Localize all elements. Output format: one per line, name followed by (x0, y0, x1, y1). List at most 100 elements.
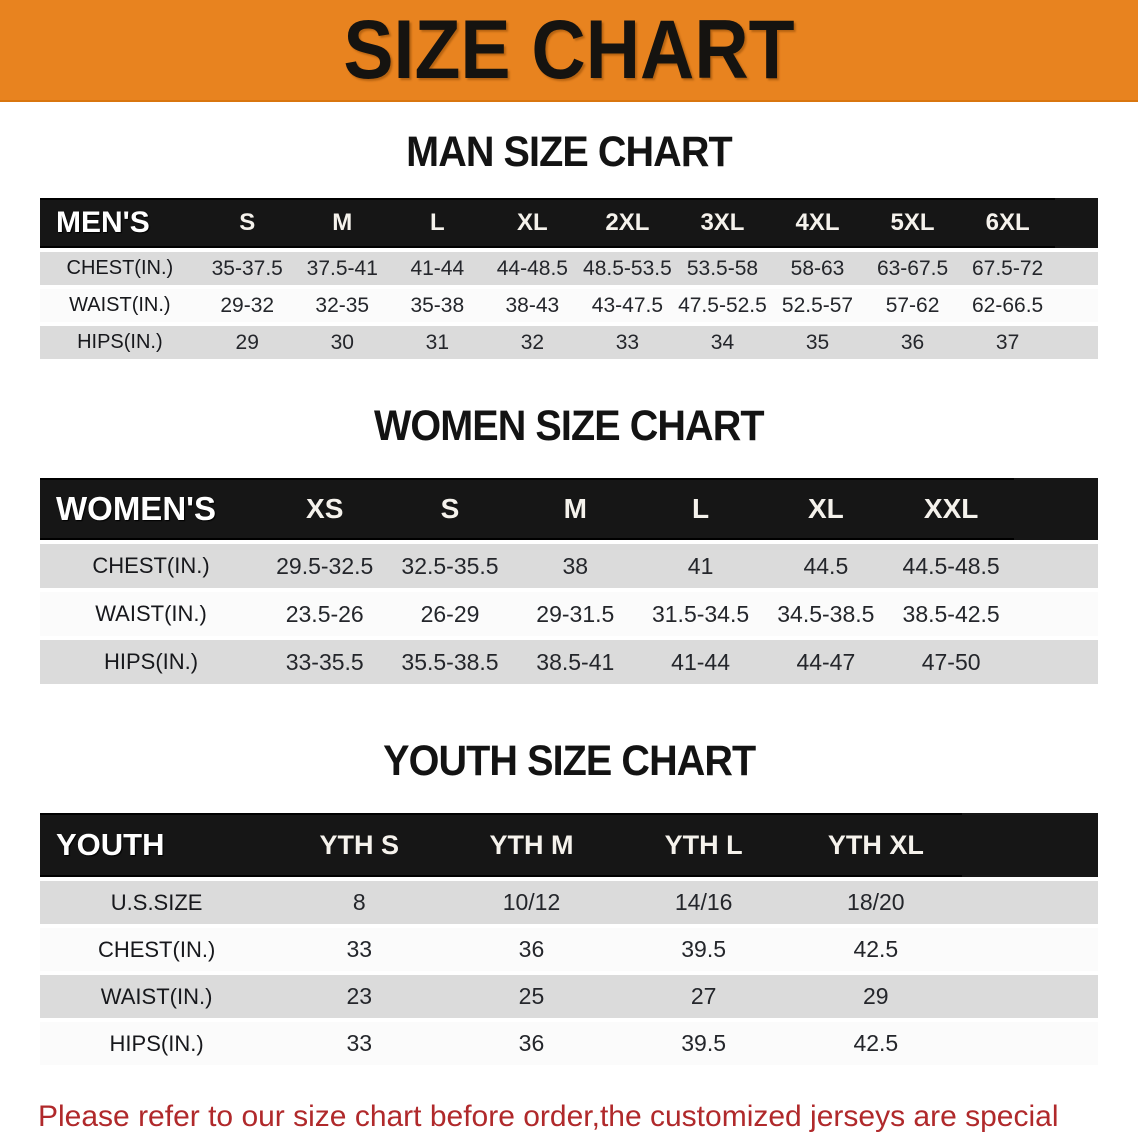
row-filler-cell (961, 881, 1098, 924)
size-value: 37 (960, 326, 1056, 359)
size-value: 44-48.5 (484, 252, 580, 285)
size-value: 26-29 (387, 592, 513, 636)
size-column-header: YTH L (617, 813, 790, 877)
size-column-header: YTH M (445, 813, 618, 877)
size-value: 30 (294, 326, 390, 359)
size-value: 34.5-38.5 (763, 592, 889, 636)
size-value: 47-50 (888, 640, 1014, 684)
size-value: 38-43 (484, 289, 580, 322)
size-value: 44.5 (763, 544, 889, 588)
size-value: 41 (637, 544, 764, 588)
size-value: 32-35 (294, 289, 390, 322)
size-value: 58-63 (769, 252, 866, 285)
row-label: WAIST(IN.) (40, 289, 200, 322)
size-value: 35-38 (389, 289, 485, 322)
title-banner: SIZE CHART (0, 0, 1138, 102)
size-value: 8 (273, 881, 446, 924)
size-column-header: YTH XL (789, 813, 962, 877)
youth-size-table: YOUTH YTH S YTH M YTH L YTH XL U.S.SIZE 8 10/12… (40, 809, 1098, 1069)
size-value: 33 (273, 1022, 446, 1065)
size-column-header: S (387, 478, 513, 540)
table-row: WAIST(IN.) 23.5-26 26-29 29-31.5 31.5-34.5 34… (40, 592, 1098, 636)
row-label: CHEST(IN.) (40, 252, 200, 285)
size-value: 36 (445, 1022, 618, 1065)
size-column-header: 2XL (579, 198, 675, 248)
size-value: 43-47.5 (579, 289, 675, 322)
table-header-row: MEN'S S M L XL 2XL 3XL 4XL 5XL 6XL (40, 198, 1098, 248)
size-value: 10/12 (445, 881, 618, 924)
size-value: 62-66.5 (960, 289, 1056, 322)
size-value: 44-47 (763, 640, 889, 684)
womens-section-heading-text: WOMEN SIZE CHART (374, 402, 765, 450)
row-label: HIPS(IN.) (40, 326, 200, 359)
size-value: 37.5-41 (294, 252, 390, 285)
womens-section-heading: WOMEN SIZE CHART (0, 363, 1138, 448)
size-value: 38 (512, 544, 638, 588)
size-value: 38.5-42.5 (888, 592, 1014, 636)
size-column-header: S (199, 198, 295, 248)
table-header-row: YOUTH YTH S YTH M YTH L YTH XL (40, 813, 1098, 877)
size-column-header: L (389, 198, 485, 248)
size-value: 35 (769, 326, 866, 359)
size-value: 67.5-72 (960, 252, 1056, 285)
size-column-header: XXL (888, 478, 1014, 540)
row-label: HIPS(IN.) (40, 1022, 274, 1065)
table-row: CHEST(IN.) 29.5-32.5 32.5-35.5 38 41 44.5 44.5… (40, 544, 1098, 588)
size-value: 32.5-35.5 (387, 544, 513, 588)
size-value: 33 (273, 928, 446, 971)
size-value: 48.5-53.5 (579, 252, 675, 285)
size-column-header: XL (484, 198, 580, 248)
size-value: 41-44 (389, 252, 485, 285)
row-filler-cell (961, 1022, 1098, 1065)
size-value: 23 (273, 975, 446, 1018)
table-header-row: WOMEN'S XS S M L XL XXL (40, 478, 1098, 540)
size-column-header: M (294, 198, 390, 248)
size-value: 38.5-41 (512, 640, 638, 684)
table-row: HIPS(IN.) 33 36 39.5 42.5 (40, 1022, 1098, 1065)
size-column-header: XL (763, 478, 889, 540)
table-row: CHEST(IN.) 35-37.5 37.5-41 41-44 44-48.5 48.5… (40, 252, 1098, 285)
size-value: 27 (617, 975, 790, 1018)
size-value: 34 (674, 326, 770, 359)
table-row: CHEST(IN.) 33 36 39.5 42.5 (40, 928, 1098, 971)
row-label: CHEST(IN.) (40, 928, 274, 971)
size-value: 31 (389, 326, 485, 359)
size-column-header: XS (262, 478, 388, 540)
size-value: 47.5-52.5 (674, 289, 770, 322)
row-filler-cell (1013, 592, 1098, 636)
size-value: 31.5-34.5 (637, 592, 764, 636)
size-value: 32 (484, 326, 580, 359)
table-row: WAIST(IN.) 29-32 32-35 35-38 38-43 43-47.5 47.… (40, 289, 1098, 322)
size-value: 41-44 (637, 640, 764, 684)
disclaimer-line-1: Please refer to our size chart before or… (38, 1100, 1059, 1132)
size-value: 25 (445, 975, 618, 1018)
size-column-header: YTH S (273, 813, 446, 877)
size-value: 33-35.5 (262, 640, 388, 684)
disclaimer-note: Please refer to our size chart before or… (38, 1093, 1138, 1132)
size-column-header: M (512, 478, 638, 540)
row-filler-cell (1013, 640, 1098, 684)
size-value: 23.5-26 (262, 592, 388, 636)
size-value: 29-31.5 (512, 592, 638, 636)
row-label: CHEST(IN.) (40, 544, 263, 588)
header-filler-cell (961, 813, 1098, 877)
size-value: 14/16 (617, 881, 790, 924)
row-filler-cell (1055, 326, 1098, 359)
mens-size-table: MEN'S S M L XL 2XL 3XL 4XL 5XL 6XL CHEST(IN.) 35-37… (40, 194, 1098, 363)
size-value: 36 (865, 326, 961, 359)
size-value: 35-37.5 (199, 252, 295, 285)
row-filler-cell (961, 975, 1098, 1018)
size-value: 42.5 (789, 928, 962, 971)
size-value: 18/20 (789, 881, 962, 924)
youth-section-heading-text: YOUTH SIZE CHART (382, 737, 756, 785)
row-filler-cell (1055, 289, 1098, 322)
size-column-header: 5XL (865, 198, 961, 248)
size-column-header: 3XL (674, 198, 770, 248)
table-title-cell: WOMEN'S (40, 478, 263, 540)
size-value: 29 (789, 975, 962, 1018)
row-label: WAIST(IN.) (40, 592, 263, 636)
youth-section-heading: YOUTH SIZE CHART (0, 688, 1138, 783)
row-label: U.S.SIZE (40, 881, 274, 924)
table-title-cell: YOUTH (40, 813, 274, 877)
